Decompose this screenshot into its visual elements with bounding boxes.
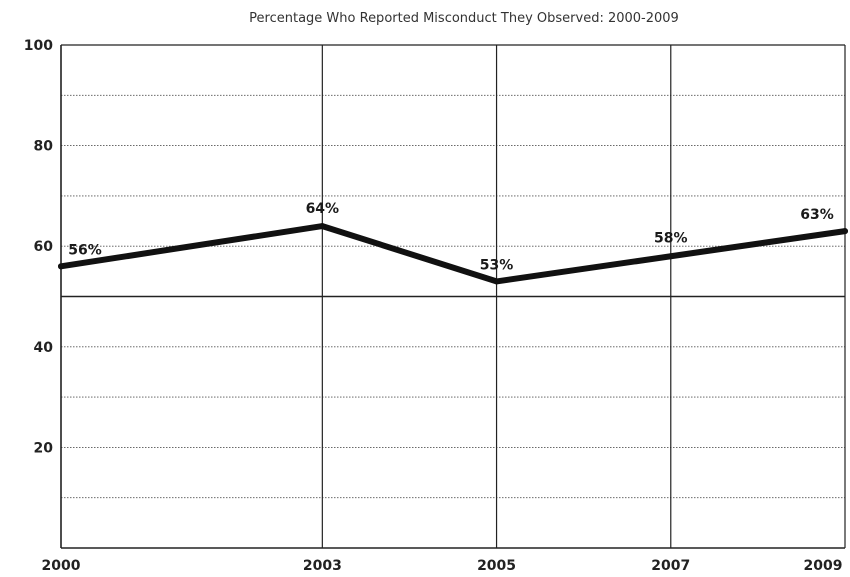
- data-point: [842, 228, 848, 235]
- y-tick-label: 40: [34, 340, 54, 356]
- y-tick-label: 60: [34, 239, 54, 255]
- data-point: [319, 223, 326, 230]
- y-tick-label: 100: [24, 38, 53, 54]
- y-tick-label: 80: [34, 139, 54, 155]
- data-point: [667, 253, 674, 260]
- y-tick-label: 20: [34, 440, 54, 456]
- data-label: 58%: [654, 230, 688, 246]
- data-point: [493, 278, 500, 285]
- chart-title: Percentage Who Reported Misconduct They …: [249, 11, 679, 26]
- data-label: 63%: [800, 207, 834, 223]
- data-label: 53%: [480, 257, 514, 273]
- data-label: 64%: [306, 201, 340, 217]
- grid-lines: [60, 44, 846, 549]
- x-tick-label: 2003: [303, 558, 342, 574]
- x-tick-label: 2009: [804, 558, 843, 574]
- series-line: [58, 223, 848, 285]
- data-label: 56%: [68, 242, 102, 258]
- x-tick-label: 2005: [477, 558, 516, 574]
- x-axis: 2000 2003 2005 2007 2009: [42, 558, 843, 574]
- data-point: [58, 263, 64, 270]
- data-labels: 56% 64% 53% 58% 63%: [68, 201, 834, 273]
- x-tick-label: 2007: [651, 558, 690, 574]
- y-axis: 20 40 60 80 100: [24, 38, 53, 456]
- series-group: [58, 223, 848, 285]
- x-tick-label: 2000: [42, 558, 81, 574]
